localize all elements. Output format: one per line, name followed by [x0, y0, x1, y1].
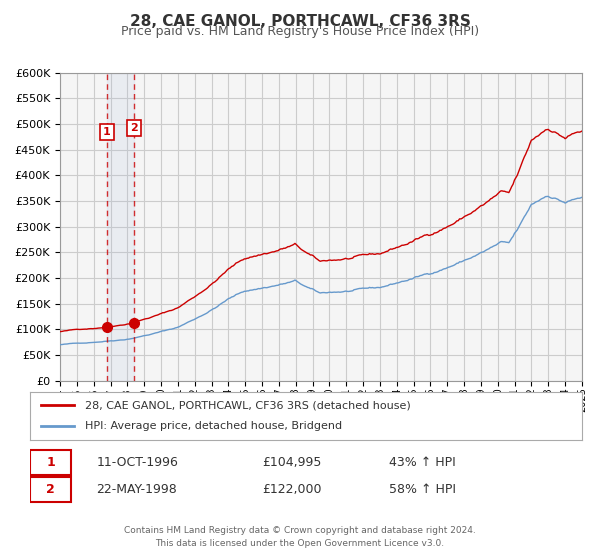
FancyBboxPatch shape	[30, 477, 71, 502]
Text: 2: 2	[46, 483, 55, 496]
Text: 1: 1	[46, 456, 55, 469]
Text: Contains HM Land Registry data © Crown copyright and database right 2024.
This d: Contains HM Land Registry data © Crown c…	[124, 526, 476, 548]
Text: Price paid vs. HM Land Registry's House Price Index (HPI): Price paid vs. HM Land Registry's House …	[121, 25, 479, 38]
Text: 28, CAE GANOL, PORTHCAWL, CF36 3RS (detached house): 28, CAE GANOL, PORTHCAWL, CF36 3RS (deta…	[85, 400, 411, 410]
Bar	[107, 73, 134, 381]
FancyBboxPatch shape	[30, 450, 71, 475]
Text: HPI: Average price, detached house, Bridgend: HPI: Average price, detached house, Brid…	[85, 421, 343, 431]
Text: 2: 2	[130, 123, 137, 133]
Text: 1: 1	[103, 127, 110, 137]
Text: 43% ↑ HPI: 43% ↑ HPI	[389, 456, 455, 469]
Text: 58% ↑ HPI: 58% ↑ HPI	[389, 483, 456, 496]
Text: 28, CAE GANOL, PORTHCAWL, CF36 3RS: 28, CAE GANOL, PORTHCAWL, CF36 3RS	[130, 14, 470, 29]
Text: 22-MAY-1998: 22-MAY-1998	[96, 483, 177, 496]
Text: £122,000: £122,000	[262, 483, 322, 496]
Text: £104,995: £104,995	[262, 456, 321, 469]
Text: 11-OCT-1996: 11-OCT-1996	[96, 456, 178, 469]
